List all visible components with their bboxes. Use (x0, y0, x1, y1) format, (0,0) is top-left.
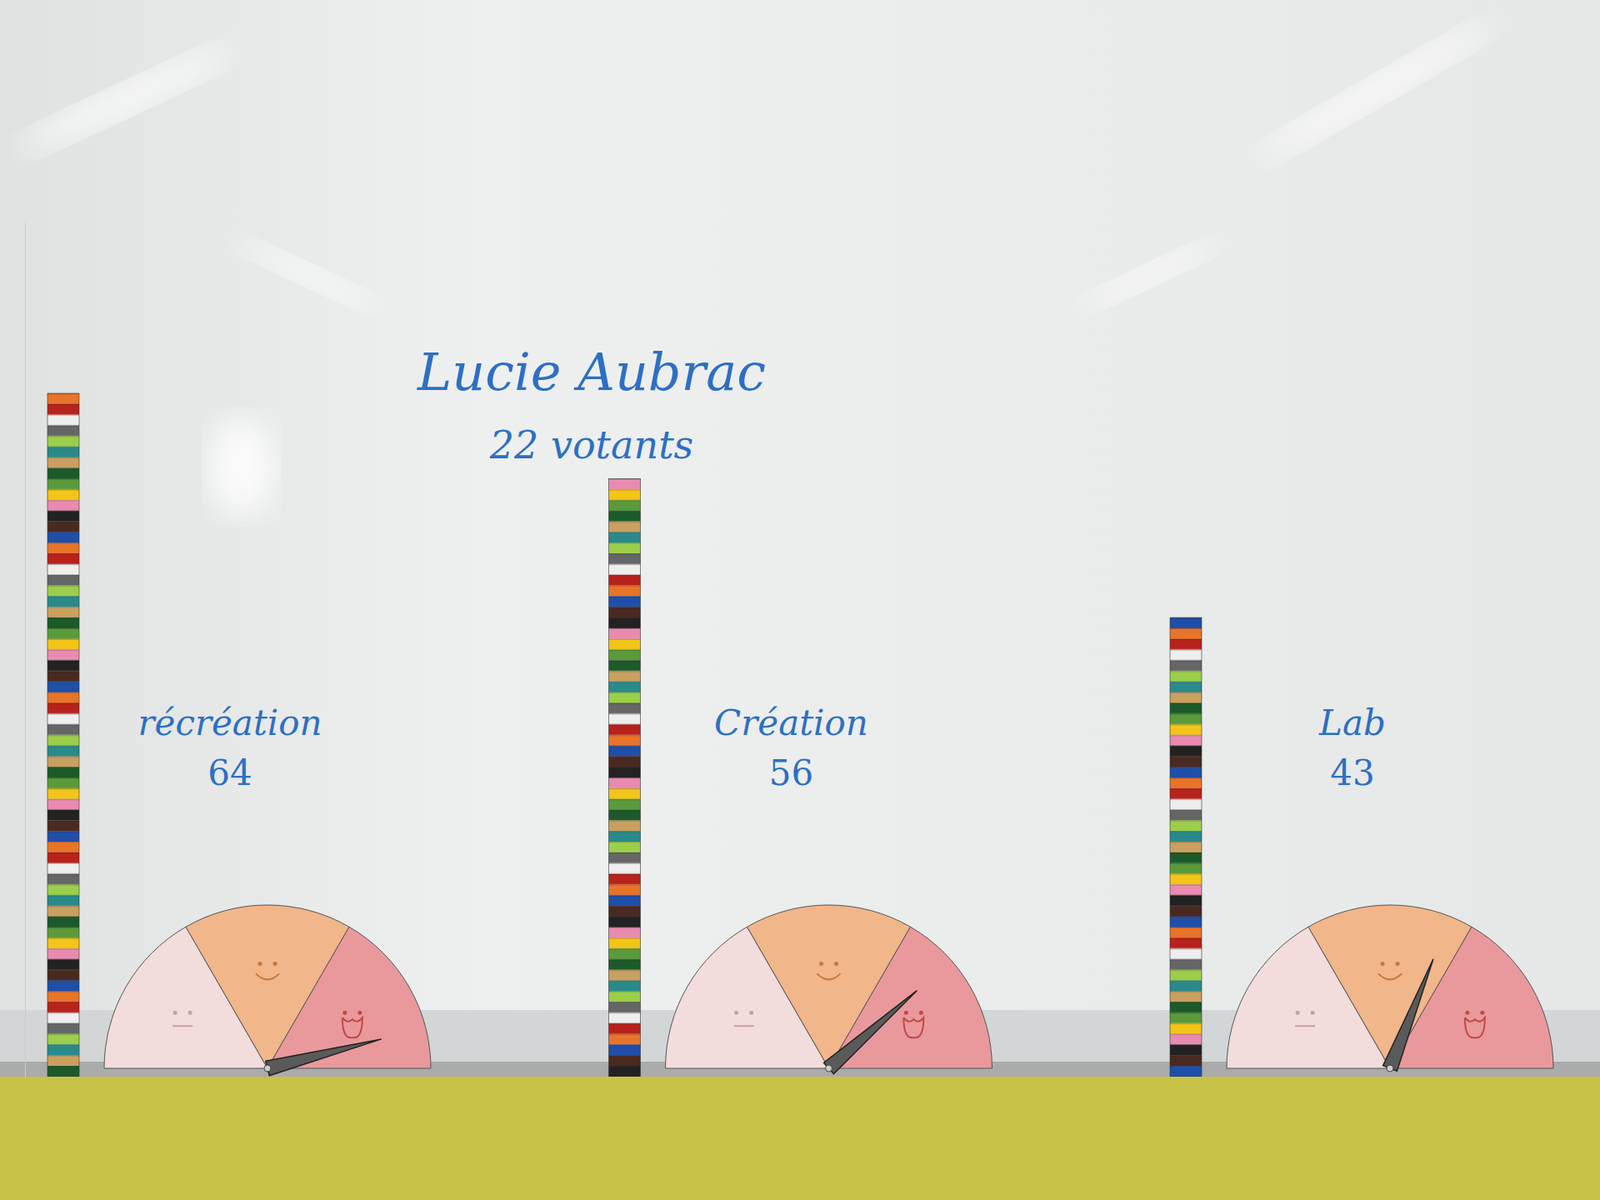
face (172, 1010, 193, 1027)
chart: Lucie Aubrac 22 votants récréation 64 Créati… (0, 0, 1600, 1200)
category-label: Création (714, 702, 869, 744)
light-reflection (208, 416, 275, 517)
gauge (104, 905, 431, 1076)
bars (47, 393, 1202, 1077)
lego-tower (609, 479, 641, 1078)
gauge-needle (824, 990, 918, 1075)
gauge-needle (1383, 959, 1434, 1072)
face (817, 961, 841, 980)
face (1295, 1010, 1315, 1027)
face (1378, 961, 1402, 980)
y-axis (25, 223, 26, 1078)
category-label: récréation (137, 702, 322, 744)
gauge-pivot (1386, 1065, 1394, 1072)
light-reflection (13, 37, 238, 164)
subtitle: 22 votants (489, 422, 694, 468)
face (255, 961, 280, 980)
category-label: Lab (1318, 702, 1386, 744)
face (734, 1010, 755, 1027)
y-axis-line (25, 223, 26, 1078)
gauge (1226, 905, 1554, 1072)
light-reflection (235, 234, 380, 316)
gauge-pivot (825, 1065, 833, 1072)
face (1465, 1010, 1485, 1039)
gauges (104, 905, 1554, 1076)
light-reflection (1077, 234, 1222, 316)
data-label: 56 (769, 752, 814, 794)
light-reflection (1252, 13, 1497, 170)
wall (0, 1076, 1600, 1200)
face (903, 1010, 924, 1039)
gauge-pivot (264, 1065, 271, 1072)
title: Lucie Aubrac (416, 341, 766, 403)
texts: Lucie Aubrac 22 votants récréation 64 Créati… (137, 341, 1385, 794)
gauge-needle (265, 1039, 382, 1076)
lego-tower (47, 393, 80, 1077)
gauge (665, 905, 993, 1075)
whiteboard (0, 0, 1600, 1077)
data-label: 64 (207, 752, 252, 794)
lego-tower (1170, 617, 1202, 1077)
face (342, 1010, 363, 1039)
data-label: 43 (1330, 752, 1375, 794)
